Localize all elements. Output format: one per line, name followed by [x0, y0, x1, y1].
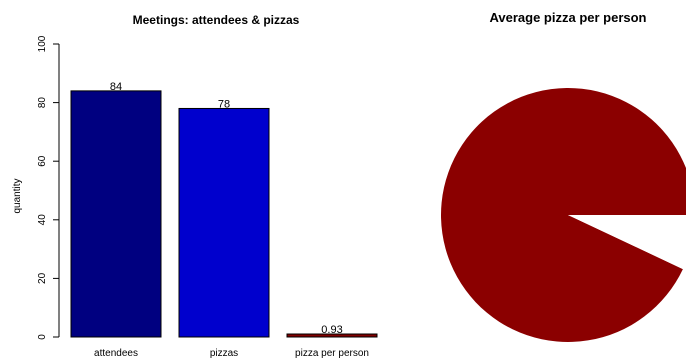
y-tick-label: 80	[37, 97, 48, 109]
pie-chart: Average pizza per person	[441, 10, 686, 342]
bar-chart: Meetings: attendees & pizzas quantity 0 2…	[12, 13, 378, 358]
y-tick-label: 100	[37, 35, 48, 52]
bars: 84 attendees 78 pizzas 0.93 pizza per person	[70, 81, 378, 358]
y-tick-label: 20	[37, 272, 48, 284]
y-tick-label: 0	[37, 334, 48, 340]
y-axis-label: quantity	[12, 178, 23, 213]
pie-slice-pizza	[441, 88, 686, 342]
bar-pizza-per-person	[286, 333, 378, 338]
pie-slice-remainder	[568, 215, 686, 270]
pie-chart-title: Average pizza per person	[489, 10, 646, 25]
y-tick-label: 40	[37, 214, 48, 226]
bar-chart-title: Meetings: attendees & pizzas	[133, 13, 300, 27]
bar-value-label: 0.93	[321, 324, 342, 336]
y-tick-label: 60	[37, 155, 48, 167]
x-category-label: attendees	[94, 348, 138, 358]
bar-value-label: 78	[218, 98, 230, 110]
pie-slices	[441, 88, 686, 342]
bar-value-label: 84	[110, 81, 122, 93]
y-axis-ticks: 0 20 40 60 80 100	[37, 35, 59, 340]
x-category-label: pizza per person	[295, 348, 369, 358]
bar-pizzas	[178, 107, 270, 338]
bar-attendees	[70, 90, 162, 338]
x-category-label: pizzas	[210, 348, 238, 358]
